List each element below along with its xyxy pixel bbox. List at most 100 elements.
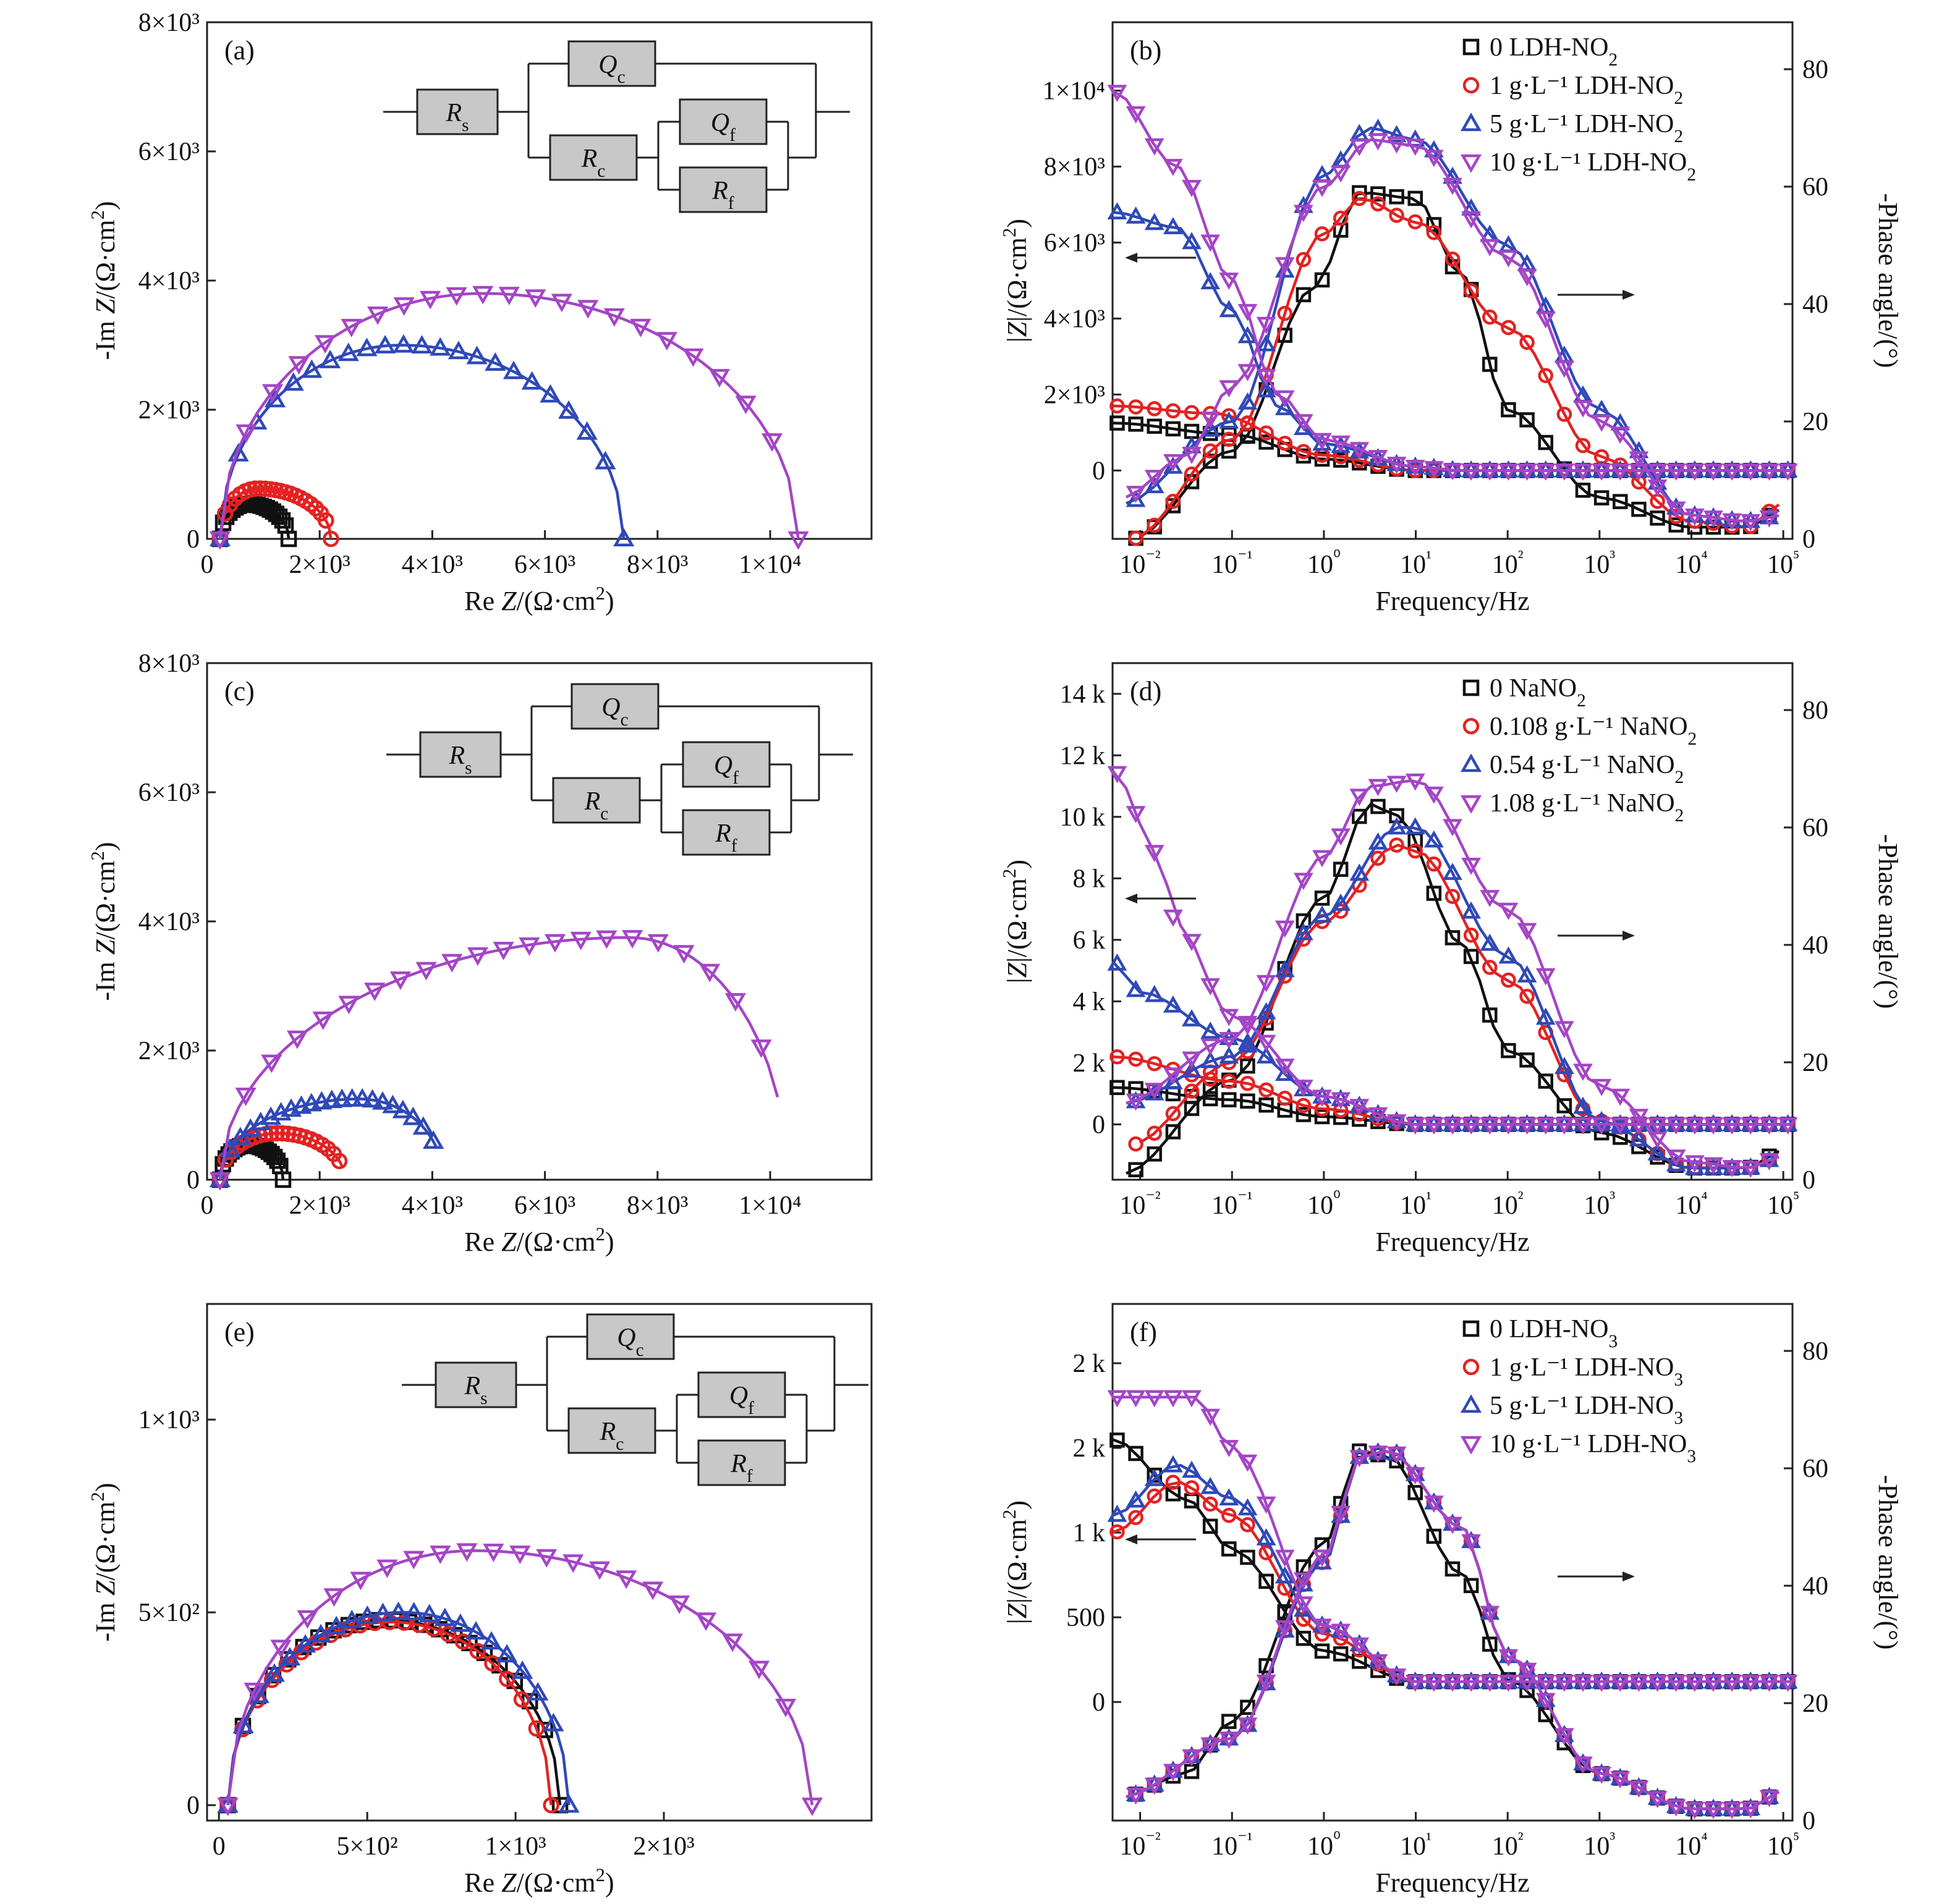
triangle-up-marker: [362, 1089, 383, 1108]
triangle-up-marker: [595, 451, 616, 470]
triangle-down-marker: [1331, 1623, 1351, 1641]
y-tick-label: 4×10³: [138, 908, 200, 936]
circle-marker: [318, 512, 334, 529]
x-tick-label: 8×10³: [627, 1191, 688, 1220]
triangle-down-marker: [1759, 510, 1779, 528]
triangle-down-marker: [1554, 1674, 1574, 1692]
square-marker: [1221, 1092, 1237, 1107]
triangle-down-marker: [1312, 1618, 1332, 1636]
rs-label: Rs: [445, 99, 469, 135]
circle-marker: [1109, 1049, 1125, 1065]
triangle-down-marker: [1461, 211, 1482, 229]
y2-tick-label: 40: [1802, 290, 1828, 319]
qc-label: Qc: [601, 693, 628, 730]
triangle-down-marker: [1629, 451, 1649, 469]
triangle-up-marker: [1200, 1022, 1221, 1039]
triangle-up-marker: [1666, 1154, 1686, 1172]
circle-marker: [1184, 1480, 1200, 1496]
square-marker: [274, 1171, 292, 1188]
triangle-up-marker: [1443, 863, 1462, 880]
magnitude-curve: [1113, 1395, 1792, 1683]
triangle-up-marker: [402, 1106, 424, 1125]
triangle-down-marker: [1554, 360, 1574, 378]
triangle-up-marker: [558, 1794, 580, 1813]
left-arrow-head: [1125, 252, 1137, 263]
square-marker: [1128, 417, 1143, 432]
triangle-down-marker: [1684, 1155, 1705, 1173]
rf-label: Rf: [711, 177, 734, 213]
triangle-down-marker: [1647, 1674, 1668, 1692]
triangle-up-marker: [227, 442, 249, 462]
circle-marker: [1333, 903, 1349, 919]
circle-marker: [1128, 1051, 1143, 1067]
triangle-down-marker: [1405, 773, 1425, 791]
triangle-down-marker: [1610, 1771, 1631, 1788]
square-marker: [1463, 1578, 1479, 1593]
triangle-up-marker: [1368, 119, 1388, 136]
triangle-up-marker: [1349, 124, 1370, 142]
circle-marker: [1333, 210, 1349, 226]
triangle-down-marker: [1592, 1078, 1612, 1096]
square-marker: [1202, 454, 1218, 469]
triangle-down-marker: [1535, 463, 1556, 481]
y2-tick-label: 80: [1802, 56, 1828, 84]
triangle-down-marker: [393, 297, 415, 316]
triangle-down-marker: [1722, 1117, 1742, 1135]
square-marker: [1482, 1636, 1498, 1652]
right-arrow-head: [1623, 930, 1635, 941]
triangle-up-marker: [1126, 980, 1146, 997]
triangle-up-marker: [1312, 164, 1332, 182]
triangle-down-marker: [1535, 1693, 1556, 1711]
triangle-down-marker: [1480, 463, 1500, 481]
x-tick-label: 10⁴: [1675, 1188, 1707, 1220]
triangle-down-marker: [1629, 1674, 1649, 1692]
triangle-down-marker: [376, 1559, 398, 1578]
y-tick-label: 1 k: [1073, 1519, 1106, 1547]
triangle-up-marker: [1237, 1498, 1258, 1516]
triangle-down-marker: [1480, 1606, 1500, 1623]
triangle-up-marker: [1405, 817, 1425, 835]
triangle-down-marker: [708, 369, 731, 388]
circle-marker: [1165, 403, 1181, 419]
right-arrow-head: [1623, 289, 1635, 300]
triangle-down-marker: [622, 930, 643, 949]
triangle-up-marker: [430, 337, 451, 356]
circle-marker: [1538, 368, 1553, 384]
square-marker: [1668, 517, 1684, 533]
left-arrow-head: [1125, 893, 1137, 903]
triangle-down-marker: [1275, 257, 1295, 274]
circle-marker: [1463, 928, 1479, 943]
triangle-down-marker: [761, 433, 783, 452]
y2-tick-label: 60: [1802, 173, 1828, 201]
y-tick-label: 12 k: [1060, 742, 1106, 770]
triangle-up-marker: [382, 1094, 404, 1114]
triangle-down-marker: [1666, 1799, 1686, 1817]
triangle-down-marker: [1331, 165, 1351, 183]
y2-tick-label: 40: [1802, 1572, 1828, 1601]
rf-label: Rf: [715, 819, 737, 856]
circle-marker: [1444, 889, 1461, 904]
triangle-down-marker: [1610, 1088, 1631, 1106]
triangle-down-marker: [1368, 1654, 1388, 1672]
x-tick-label: 10⁻¹: [1211, 1188, 1252, 1220]
triangle-up-marker: [512, 1660, 533, 1679]
circle-marker: [1147, 1125, 1162, 1141]
triangle-up-marker: [1237, 1035, 1258, 1053]
triangle-up-marker: [1237, 1032, 1258, 1050]
triangle-down-marker: [1293, 1596, 1313, 1614]
panel-tag: (e): [224, 1317, 255, 1347]
x-tick-label: 4×10³: [402, 551, 463, 579]
square-marker: [1258, 1573, 1274, 1589]
triangle-down-marker: [1629, 1780, 1649, 1798]
circle-marker: [1184, 466, 1200, 482]
circle-marker: [1370, 850, 1386, 866]
triangle-down-marker: [695, 1612, 717, 1631]
y-tick-label: 6×10³: [138, 138, 200, 166]
square-marker: [1631, 501, 1647, 517]
square-marker: [1538, 434, 1553, 451]
triangle-up-marker: [1256, 334, 1276, 352]
triangle-down-marker: [1349, 138, 1370, 156]
circle-marker: [1147, 1056, 1162, 1072]
circle-marker: [274, 1125, 291, 1142]
triangle-down-marker: [1629, 1117, 1649, 1135]
